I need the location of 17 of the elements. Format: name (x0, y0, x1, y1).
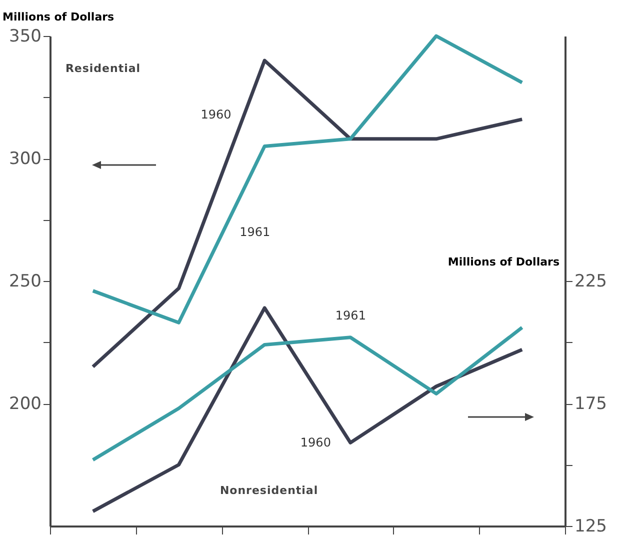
y-axis-title: Millions of Dollars (2, 10, 115, 24)
series-label: 1960 (300, 436, 331, 450)
y2-tick-label: 125 (574, 516, 607, 536)
y2-tick-label: 175 (574, 394, 607, 414)
line-series (91, 326, 524, 462)
annotation: Residential (65, 62, 141, 76)
y2-axis-title: Millions of Dollars (448, 256, 560, 268)
series-label: 1961 (335, 308, 366, 322)
series-label: 1960 (200, 107, 232, 122)
y2-tick-label: 225 (574, 272, 607, 292)
y-tick-label: 250 (9, 272, 42, 292)
series-label: 1961 (240, 225, 270, 239)
y-tick-label: 350 (9, 26, 42, 46)
y-tick-label: 300 (9, 149, 42, 169)
annotation: Nonresidential (220, 484, 318, 497)
y-tick-label: 200 (9, 394, 42, 414)
line-series (91, 306, 524, 514)
